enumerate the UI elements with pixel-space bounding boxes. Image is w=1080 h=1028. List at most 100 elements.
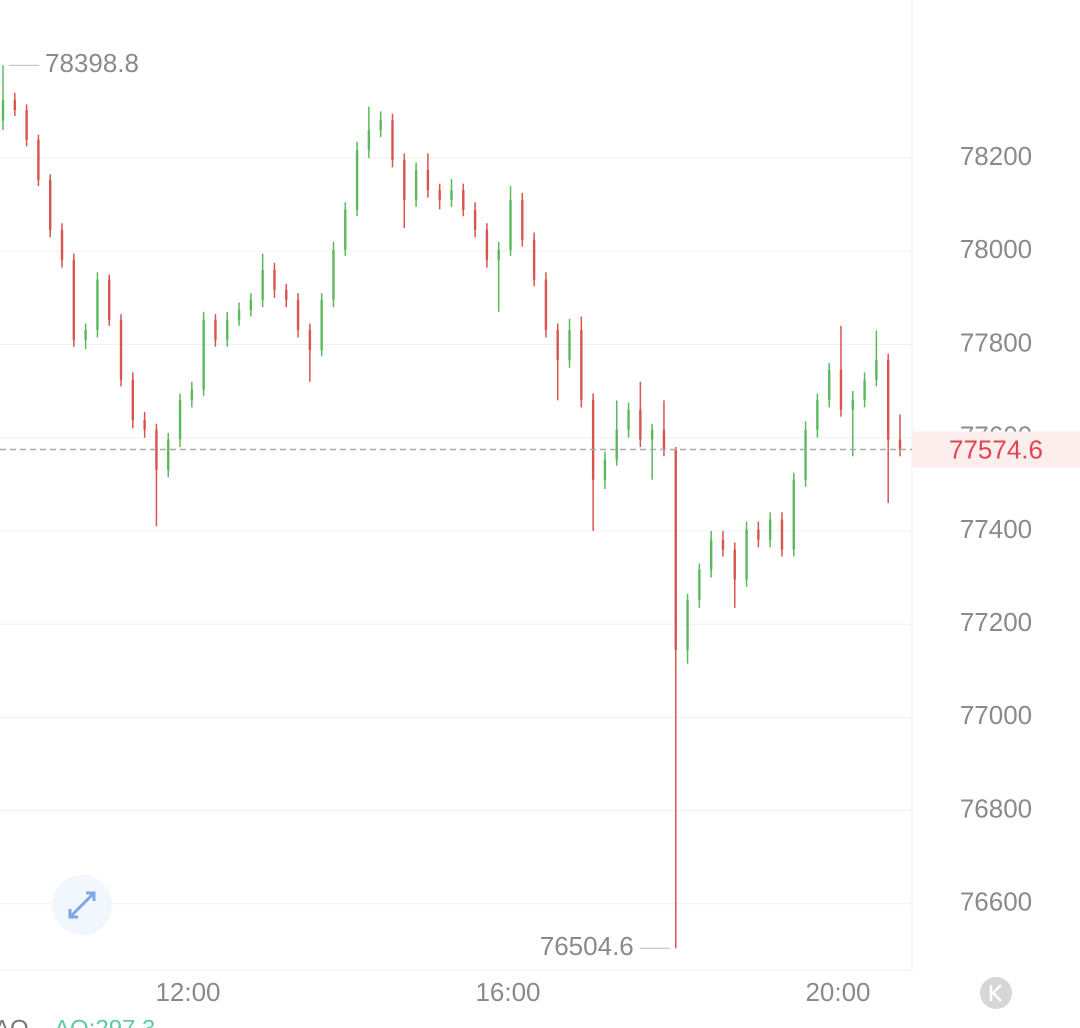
candle-body: [757, 529, 760, 540]
candle-body: [497, 249, 500, 261]
candle-body: [237, 309, 241, 320]
candle-body: [355, 150, 359, 210]
expand-icon[interactable]: [68, 891, 96, 919]
candle-body: [96, 279, 99, 331]
candle-body: [49, 179, 52, 230]
candle-body: [780, 519, 784, 550]
candle-body: [190, 389, 194, 400]
candle-body: [308, 330, 312, 351]
candle-body: [332, 249, 335, 300]
candle-body: [403, 159, 406, 200]
indicator-name: AO: [0, 1015, 29, 1028]
candle-body: [226, 319, 229, 340]
candle-body: [886, 359, 890, 440]
y-tick-label: 77200: [960, 607, 1032, 637]
candle-body: [591, 399, 595, 480]
candle-body: [438, 190, 441, 200]
y-tick-label: 77800: [960, 327, 1032, 357]
y-tick-label: 78200: [960, 141, 1032, 171]
x-tick-label: 16:00: [475, 977, 540, 1007]
candle-body: [167, 439, 170, 470]
candle-body: [13, 100, 17, 111]
candle-body: [509, 199, 512, 250]
candle-body: [768, 519, 772, 540]
candle-body: [639, 409, 642, 440]
k-icon[interactable]: [989, 984, 1002, 1002]
candle-body: [851, 399, 854, 410]
candle-body: [650, 429, 654, 440]
candle-body: [119, 319, 123, 380]
candle-body: [379, 120, 382, 131]
last-price-label: 77574.6: [949, 434, 1043, 464]
candle-body: [721, 539, 725, 550]
expand-button[interactable]: [52, 875, 112, 935]
candle-body: [733, 549, 736, 580]
y-tick-label: 76600: [960, 887, 1032, 917]
candle-body: [296, 299, 300, 331]
candle-body: [485, 229, 489, 261]
y-tick-label: 77000: [960, 700, 1032, 730]
candle-body: [898, 439, 902, 450]
k-button[interactable]: [980, 977, 1012, 1009]
candle-body: [568, 330, 571, 360]
candle-body: [804, 429, 807, 480]
candle-body: [285, 289, 288, 300]
candle-body: [662, 429, 666, 450]
candle-body: [37, 139, 40, 180]
k-bg[interactable]: [980, 977, 1012, 1009]
candle-body: [344, 209, 347, 250]
candle-body: [108, 279, 111, 320]
candle-body: [627, 409, 630, 430]
candle-body: [178, 399, 182, 440]
candle-body: [60, 229, 64, 261]
candle-body: [131, 379, 135, 420]
indicator-value: AO:297.3: [54, 1015, 155, 1028]
candle-body: [426, 170, 430, 191]
y-tick-label: 78000: [960, 234, 1032, 264]
candle-body: [84, 330, 87, 340]
candle-body: [143, 419, 146, 430]
candle-body: [698, 569, 701, 600]
candle-body: [521, 199, 524, 241]
candle-body: [556, 330, 559, 360]
candle-body: [792, 479, 795, 550]
candle-body: [391, 120, 394, 160]
candle-body: [875, 359, 878, 380]
candle-body: [709, 539, 713, 570]
candle-body: [367, 130, 371, 151]
x-tick-label: 20:00: [805, 977, 870, 1007]
candle-body: [816, 399, 819, 430]
candle-body: [414, 170, 418, 200]
candle-body: [839, 369, 843, 410]
x-tick-label: 12:00: [155, 977, 220, 1007]
candle-body: [544, 279, 548, 331]
y-tick-label: 76800: [960, 793, 1032, 823]
candle-body: [261, 269, 264, 300]
candle-body: [863, 379, 866, 400]
candle-body: [745, 529, 748, 580]
candle-body: [615, 429, 618, 460]
max-label: 78398.8: [45, 48, 139, 78]
candle-body: [202, 319, 205, 390]
last-price-bg: [912, 431, 1080, 468]
candle-body: [674, 449, 677, 650]
candle-body: [473, 209, 477, 230]
candle-body: [320, 299, 323, 351]
y-tick-label: 77400: [960, 514, 1032, 544]
candle-body: [580, 330, 583, 400]
candle-body: [72, 260, 76, 340]
candle-body: [273, 269, 276, 290]
candle-body: [603, 459, 607, 480]
candle-body: [155, 429, 158, 470]
candle-body: [686, 599, 689, 650]
candle-body: [249, 299, 253, 310]
candle-body: [450, 190, 453, 200]
candle-body: [827, 369, 831, 400]
candle-body: [25, 110, 28, 140]
candle-body: [1, 100, 5, 121]
min-label: 76504.6: [540, 931, 634, 961]
candle-body: [462, 190, 465, 210]
candle-body: [214, 319, 217, 340]
candle-body: [532, 240, 536, 280]
